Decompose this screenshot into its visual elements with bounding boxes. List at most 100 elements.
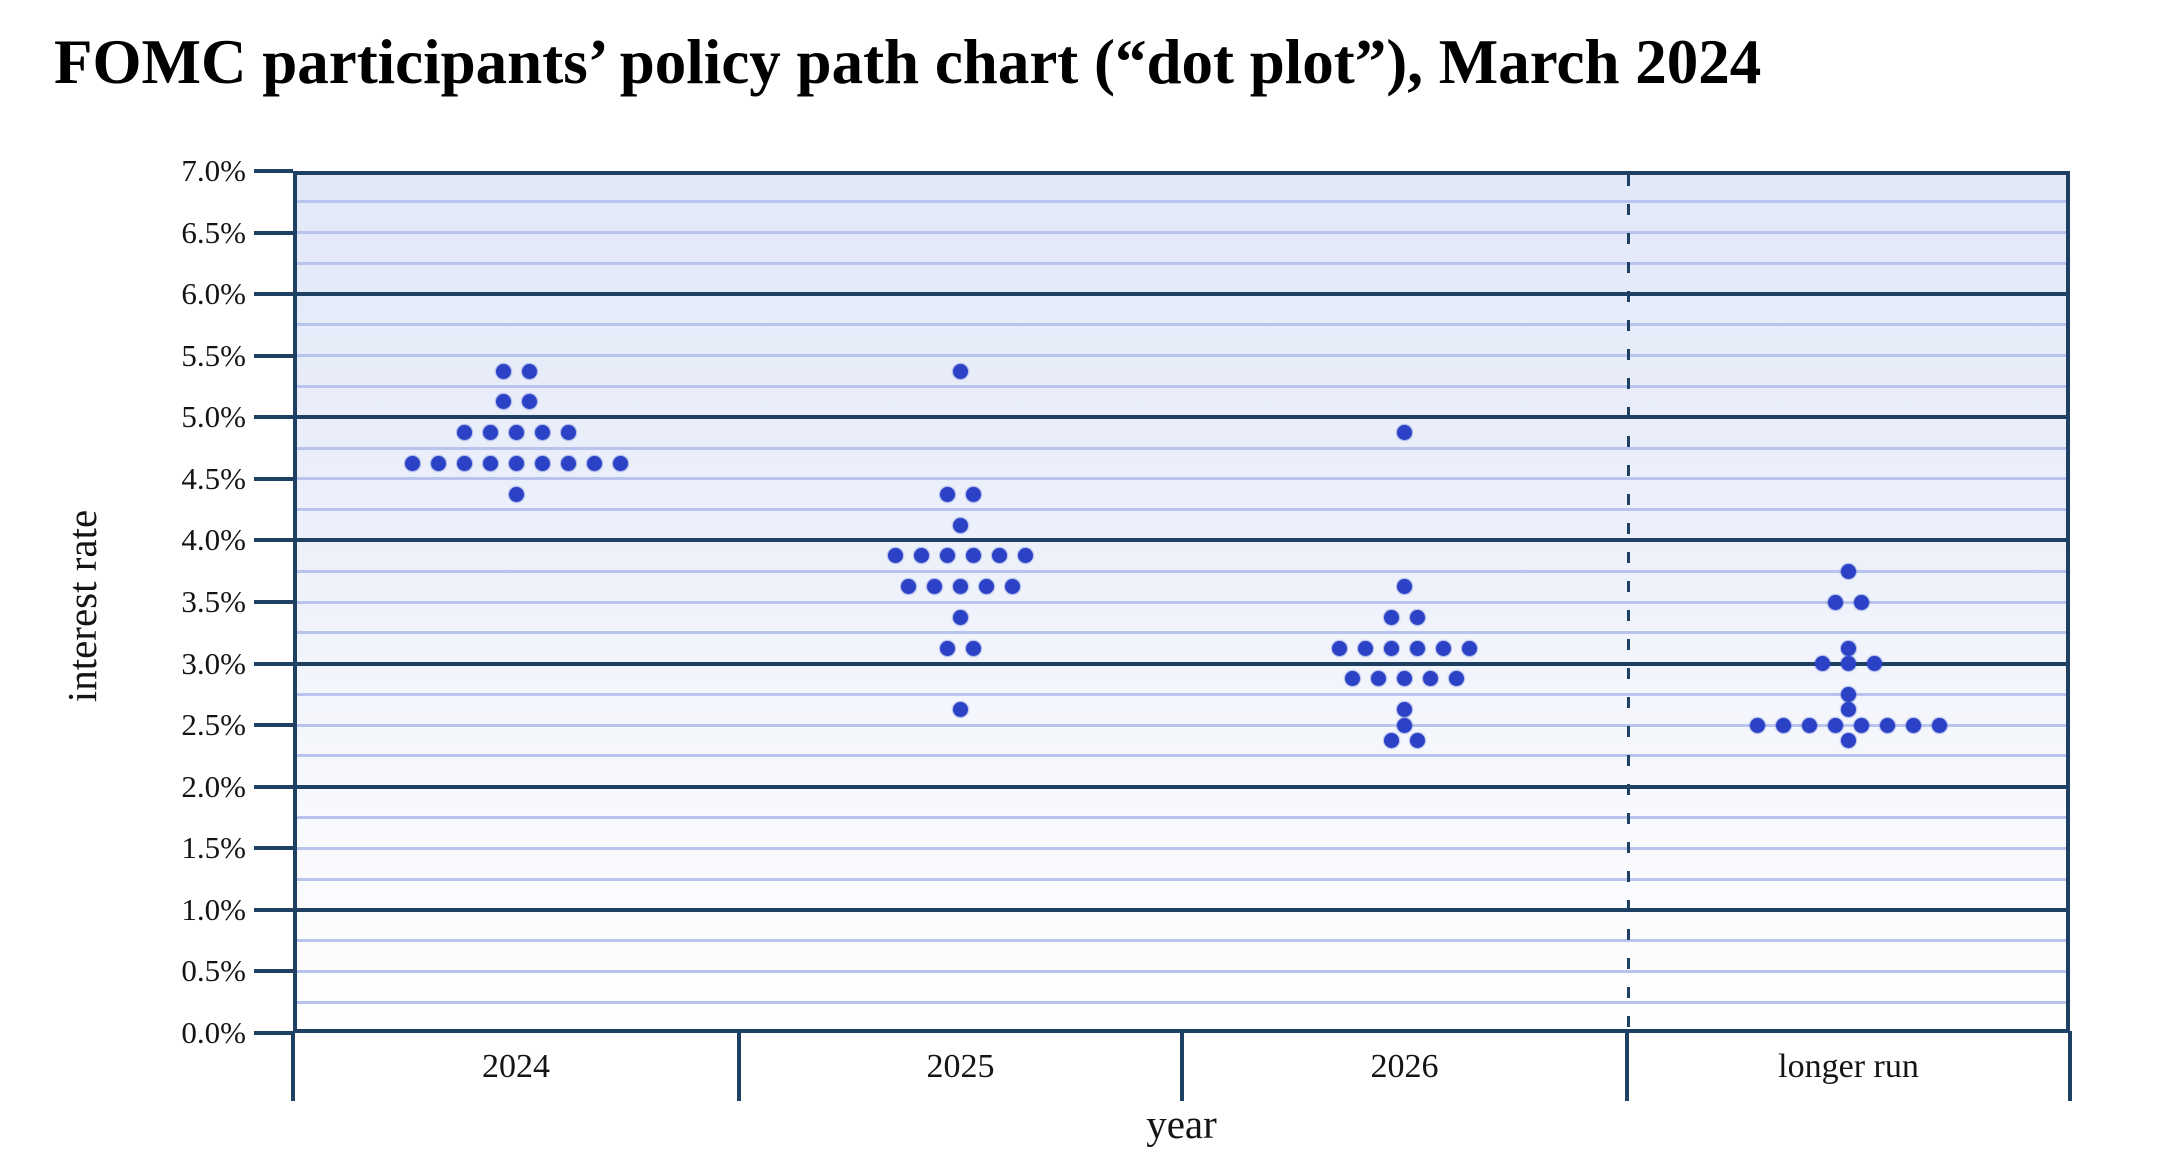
y-tick-label-1.0%: 1.0% bbox=[181, 891, 246, 927]
projection-dot-2026-2.875pct bbox=[1397, 671, 1412, 687]
minor-gridline-4.75pct bbox=[297, 446, 2066, 450]
y-axis-tick-6.0% bbox=[254, 292, 293, 297]
projection-dot-2026-3.125pct bbox=[1436, 640, 1451, 656]
minor-gridline-1.50pct bbox=[297, 846, 2066, 850]
projection-dot-longer-run-2.625pct bbox=[1841, 702, 1856, 718]
projection-dot-2025-3.125pct bbox=[966, 640, 981, 656]
minor-gridline-0.50pct bbox=[297, 969, 2066, 973]
minor-gridline-0.75pct bbox=[297, 939, 2066, 943]
projection-dot-2024-5.375pct bbox=[495, 363, 511, 379]
projection-dot-2025-3.875pct bbox=[914, 548, 929, 564]
y-tick-label-7.0%: 7.0% bbox=[181, 153, 246, 188]
projection-dot-longer-run-2.5pct bbox=[1932, 717, 1947, 733]
projection-dot-2024-4.875pct bbox=[482, 425, 498, 441]
x-axis-separator-0 bbox=[291, 1031, 295, 1101]
projection-dot-2024-4.625pct bbox=[404, 455, 420, 471]
projection-dot-2024-4.625pct bbox=[534, 455, 550, 471]
projection-dot-2026-3.125pct bbox=[1410, 640, 1425, 656]
projection-dot-2024-5.125pct bbox=[495, 394, 511, 410]
y-tick-label-3.0%: 3.0% bbox=[181, 645, 246, 681]
column-label-2026: 2026 bbox=[1370, 1048, 1439, 1085]
minor-gridline-2.50pct bbox=[297, 723, 2066, 727]
y-axis-tick-3.0% bbox=[254, 661, 293, 666]
minor-gridline-5.25pct bbox=[297, 385, 2066, 388]
projection-dot-longer-run-2.5pct bbox=[1906, 717, 1921, 733]
projection-dot-2026-2.625pct bbox=[1397, 702, 1412, 718]
y-tick-label-3.5%: 3.5% bbox=[181, 584, 246, 619]
y-axis-tick-4.0% bbox=[254, 538, 293, 543]
projection-dot-2025-3.875pct bbox=[888, 548, 903, 564]
projection-dot-longer-run-3pct bbox=[1867, 656, 1882, 672]
y-tick-label-4.5%: 4.5% bbox=[181, 460, 246, 496]
projection-dot-longer-run-2.5pct bbox=[1802, 717, 1817, 733]
projection-dot-2024-4.625pct bbox=[482, 455, 498, 471]
projection-dot-2025-3.625pct bbox=[953, 579, 968, 595]
projection-dot-2025-3.625pct bbox=[901, 579, 916, 595]
projection-dot-2025-4.375pct bbox=[966, 486, 981, 502]
major-gridline-2.00pct bbox=[297, 784, 2066, 789]
projection-dot-2025-3.375pct bbox=[953, 609, 968, 625]
y-tick-label-0.5%: 0.5% bbox=[181, 953, 246, 989]
projection-dot-2026-3.125pct bbox=[1384, 640, 1399, 656]
minor-gridline-5.50pct bbox=[297, 354, 2066, 358]
minor-gridline-3.25pct bbox=[297, 631, 2066, 635]
minor-gridline-1.25pct bbox=[297, 877, 2066, 881]
y-axis-tick-0.5% bbox=[254, 969, 293, 974]
y-tick-label-5.5%: 5.5% bbox=[181, 337, 246, 373]
projection-dot-longer-run-3.5pct bbox=[1828, 594, 1843, 610]
y-tick-label-2.5%: 2.5% bbox=[181, 707, 246, 743]
projection-dot-2024-4.875pct bbox=[456, 425, 472, 441]
projection-dot-2025-3.625pct bbox=[927, 579, 942, 595]
major-gridline-5.00pct bbox=[297, 415, 2066, 420]
projection-dot-2024-5.125pct bbox=[521, 394, 537, 410]
x-axis-separator-3 bbox=[1625, 1031, 1629, 1101]
y-tick-label-2.0%: 2.0% bbox=[181, 768, 246, 804]
projection-dot-longer-run-2.5pct bbox=[1880, 717, 1895, 733]
major-gridline-4.00pct bbox=[297, 538, 2066, 543]
projection-dot-2024-4.625pct bbox=[430, 455, 446, 471]
projection-dot-2025-3.625pct bbox=[1005, 579, 1020, 595]
column-label-2024: 2024 bbox=[482, 1048, 550, 1085]
projection-dot-2025-3.875pct bbox=[992, 548, 1007, 564]
projection-dot-2024-4.625pct bbox=[612, 455, 628, 471]
projection-dot-2026-2.875pct bbox=[1423, 671, 1438, 687]
projection-dot-2026-3.375pct bbox=[1384, 609, 1399, 625]
major-gridline-6.00pct bbox=[297, 292, 2066, 297]
minor-gridline-3.75pct bbox=[297, 569, 2066, 573]
y-axis-tick-4.5% bbox=[254, 476, 293, 481]
projection-dot-longer-run-2.375pct bbox=[1841, 733, 1856, 749]
projection-dot-2024-4.875pct bbox=[508, 425, 524, 441]
projection-dot-2024-5.375pct bbox=[521, 363, 537, 379]
longer-run-dashed-divider bbox=[1627, 175, 1630, 1029]
y-tick-label-5.0%: 5.0% bbox=[181, 399, 246, 435]
y-axis-tick-2.5% bbox=[254, 723, 293, 728]
plot-area bbox=[293, 171, 2070, 1033]
major-gridline-3.00pct bbox=[297, 661, 2066, 666]
x-axis-separator-2 bbox=[1180, 1031, 1184, 1101]
minor-gridline-2.75pct bbox=[297, 692, 2066, 696]
projection-dot-2026-2.875pct bbox=[1449, 671, 1464, 687]
projection-dot-2026-2.5pct bbox=[1397, 717, 1412, 733]
minor-gridline-5.75pct bbox=[297, 323, 2066, 327]
x-axis-separator-4 bbox=[2068, 1031, 2072, 1101]
y-axis-tick-1.0% bbox=[254, 907, 293, 912]
projection-dot-longer-run-3pct bbox=[1841, 656, 1856, 672]
y-axis-tick-2.0% bbox=[254, 784, 293, 789]
y-tick-label-6.5%: 6.5% bbox=[181, 214, 246, 250]
minor-gridline-2.25pct bbox=[297, 754, 2066, 758]
minor-gridline-6.25pct bbox=[297, 261, 2066, 265]
x-axis-separator-1 bbox=[737, 1031, 741, 1101]
projection-dot-2026-3.125pct bbox=[1462, 640, 1477, 656]
projection-dot-longer-run-3.5pct bbox=[1854, 594, 1869, 610]
minor-gridline-4.50pct bbox=[297, 477, 2066, 481]
projection-dot-2024-4.375pct bbox=[508, 486, 524, 502]
projection-dot-2026-2.875pct bbox=[1345, 671, 1360, 687]
y-tick-label-0.0%: 0.0% bbox=[181, 1015, 246, 1050]
projection-dot-2025-3.875pct bbox=[1018, 548, 1033, 564]
column-label-2025: 2025 bbox=[926, 1048, 995, 1085]
y-axis-tick-1.5% bbox=[254, 846, 293, 851]
projection-dot-2026-2.375pct bbox=[1410, 733, 1425, 749]
minor-gridline-6.50pct bbox=[297, 231, 2066, 235]
projection-dot-2026-2.375pct bbox=[1384, 733, 1399, 749]
